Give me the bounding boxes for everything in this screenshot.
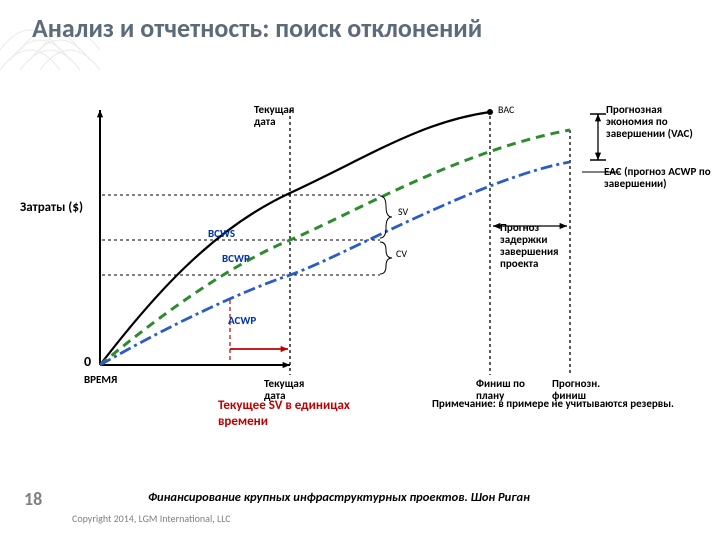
label-sv-time: Текущее SV в единицах времени [218, 398, 358, 429]
label-eac: EAC (прогноз ACWP по завершении) [604, 166, 714, 190]
footer-source: Финансирование крупных инфраструктурных … [148, 490, 530, 505]
label-note: Примечание: в примере не учитываются рез… [432, 398, 682, 410]
label-cv: CV [396, 248, 407, 259]
label-bac: BAC [498, 104, 514, 115]
y-axis-label: Затраты ($) [20, 200, 83, 215]
origin-zero: 0 [84, 353, 91, 370]
label-acwp: ACWP [228, 315, 256, 327]
x-axis-label: ВРЕМЯ [84, 374, 134, 386]
label-current-top: Текущая дата [254, 104, 314, 128]
label-vac: Прогнозная экономия по завершении (VAC) [606, 104, 706, 140]
decoration-pattern [0, 0, 110, 70]
label-sv: SV [398, 206, 410, 217]
label-bcws: BCWS [208, 228, 235, 240]
label-bcwp: BCWP [222, 253, 250, 265]
copyright: Copyright 2014, LGM International, LLC [72, 512, 231, 525]
label-delay: Прогноз задержки завершения проекта [500, 222, 580, 270]
page-number: 18 [24, 488, 42, 510]
